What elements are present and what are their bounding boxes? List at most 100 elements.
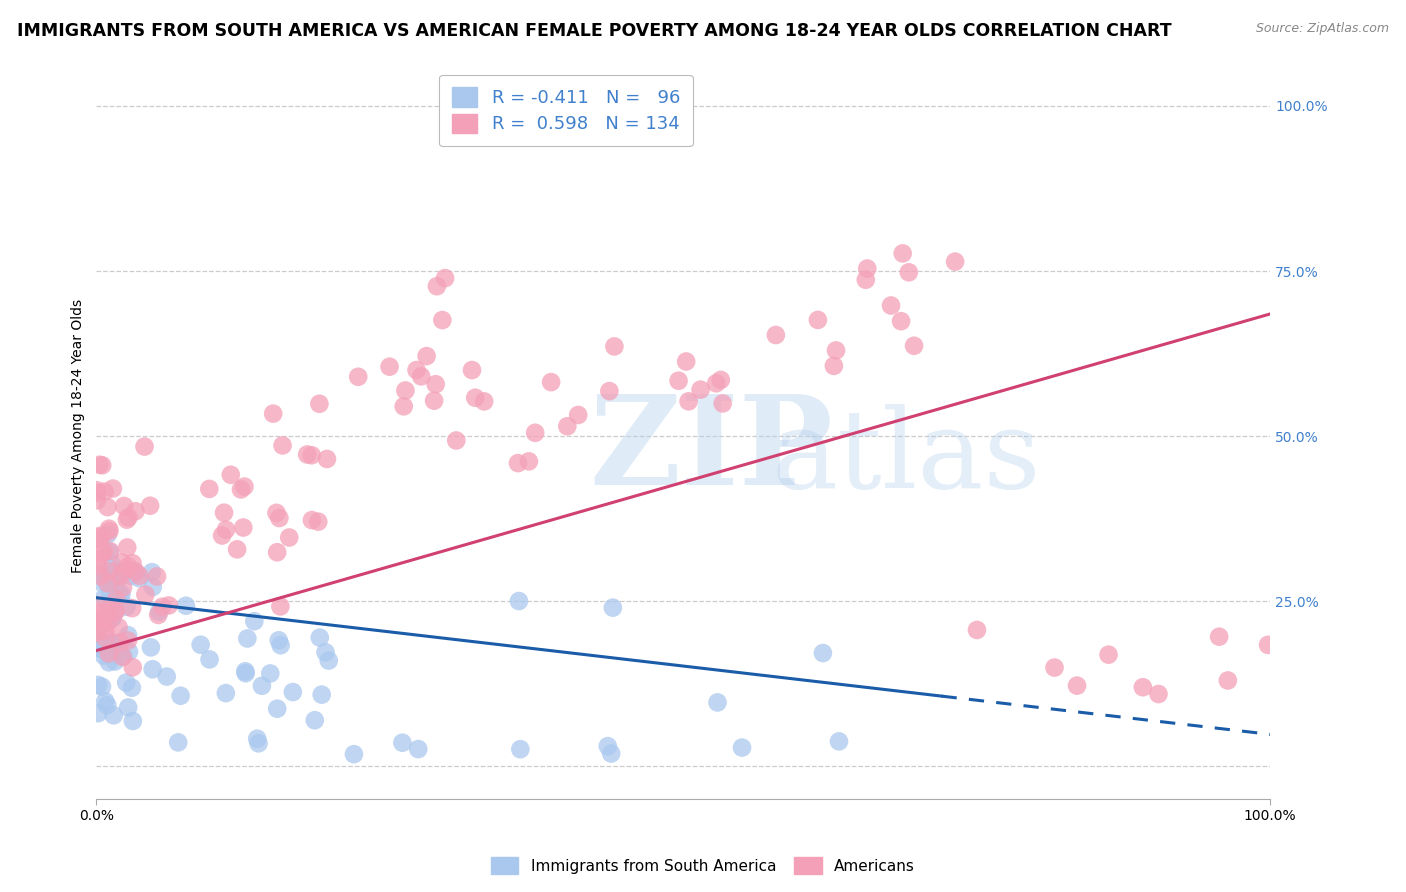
Point [117,559,139,574]
Point [89,605,111,619]
Point [823,359,845,373]
Point [1257,638,1279,652]
Point [104,605,127,619]
Point [966,623,988,637]
Point [103,564,125,578]
Point [432,313,454,327]
Point [509,742,531,756]
Point [104,655,127,669]
Point [87,599,110,613]
Point [517,454,540,468]
Point [405,363,427,377]
Point [226,542,249,557]
Point [235,666,257,681]
Point [668,374,690,388]
Point [156,669,179,683]
Point [704,376,727,391]
Point [112,499,135,513]
Point [107,647,129,661]
Point [98,584,121,599]
Point [117,510,139,524]
Point [266,702,288,716]
Point [91,614,114,628]
Point [540,375,562,389]
Point [114,564,136,578]
Point [304,713,326,727]
Point [247,736,270,750]
Point [124,564,146,578]
Point [134,440,156,454]
Point [434,271,457,285]
Point [139,640,162,655]
Point [731,740,754,755]
Point [110,587,132,601]
Point [100,636,122,650]
Point [295,447,318,461]
Point [311,688,333,702]
Point [128,571,150,585]
Point [142,662,165,676]
Point [198,482,221,496]
Point [115,675,138,690]
Point [426,279,449,293]
Point [98,564,121,578]
Point [87,678,110,692]
Point [98,522,121,536]
Text: IMMIGRANTS FROM SOUTH AMERICA VS AMERICAN FEMALE POVERTY AMONG 18-24 YEAR OLDS C: IMMIGRANTS FROM SOUTH AMERICA VS AMERICA… [17,22,1171,40]
Legend: R = -0.411   N =   96, R =  0.598   N = 134: R = -0.411 N = 96, R = 0.598 N = 134 [439,75,693,146]
Point [91,458,114,473]
Point [301,513,323,527]
Point [232,520,254,534]
Point [555,419,578,434]
Point [229,483,252,497]
Point [212,506,235,520]
Point [94,694,117,708]
Point [706,695,728,709]
Point [90,641,112,656]
Point [98,612,121,626]
Point [567,408,589,422]
Point [903,339,925,353]
Point [198,652,221,666]
Point [96,570,118,584]
Point [89,458,111,472]
Point [464,391,486,405]
Point [89,529,111,543]
Point [98,545,121,559]
Point [103,640,125,655]
Point [111,556,134,570]
Point [90,569,112,583]
Point [111,649,134,664]
Point [215,523,238,537]
Point [97,638,120,652]
Point [343,747,366,761]
Point [269,511,291,525]
Point [93,648,115,663]
Text: ZIP: ZIP [589,390,834,511]
Point [394,384,416,398]
Point [86,493,108,508]
Point [301,448,323,462]
Point [121,681,143,695]
Point [472,394,495,409]
Point [689,383,711,397]
Point [93,591,115,605]
Point [243,614,266,628]
Point [259,666,281,681]
Point [246,731,269,746]
Point [270,638,292,652]
Point [150,599,173,614]
Point [524,425,547,440]
Point [446,434,468,448]
Point [105,576,128,591]
Point [233,665,256,679]
Point [897,265,920,279]
Point [100,645,122,659]
Point [169,689,191,703]
Point [112,649,135,664]
Point [278,531,301,545]
Point [262,407,284,421]
Point [117,628,139,642]
Point [148,605,170,619]
Point [86,530,108,544]
